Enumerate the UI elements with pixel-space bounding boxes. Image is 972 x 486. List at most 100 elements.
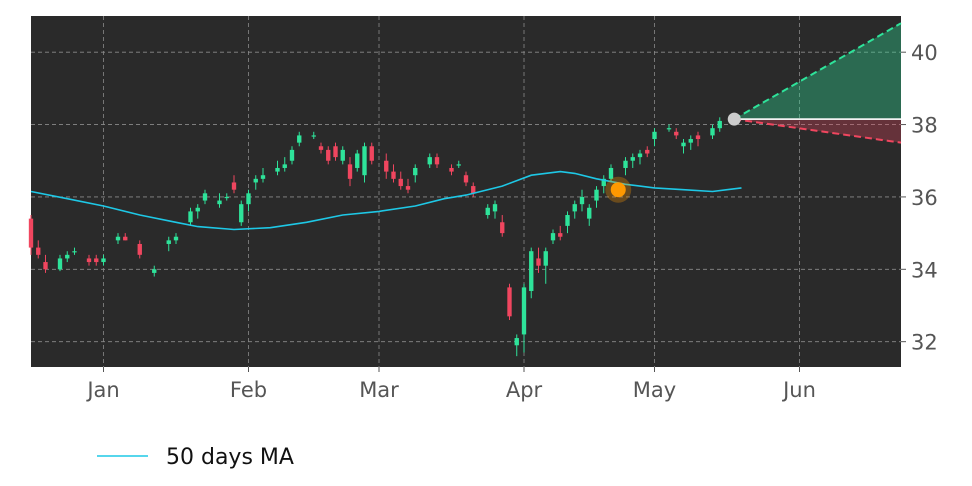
candle (224, 193, 229, 201)
candle-body (239, 204, 244, 223)
candle-body (188, 211, 193, 223)
candle (152, 265, 157, 277)
candle (485, 204, 490, 219)
candle-body (217, 200, 222, 205)
candle (637, 149, 643, 165)
candle-body (674, 131, 679, 136)
y-tick-label: 36 (911, 186, 938, 210)
x-tick-label: Mar (359, 378, 399, 402)
candle (608, 164, 614, 183)
candle-body (362, 146, 367, 176)
candle-body (652, 131, 657, 140)
candle (123, 233, 128, 241)
candle (558, 225, 563, 241)
candle (217, 193, 222, 208)
candle-body (710, 128, 715, 136)
candle-body (529, 251, 534, 292)
candle (492, 200, 498, 219)
candle-body (384, 160, 389, 172)
candle (362, 142, 367, 183)
candle-body (558, 233, 563, 237)
candle (166, 236, 171, 252)
ma-50-line (30, 170, 742, 231)
candle (405, 178, 411, 194)
y-tick-label: 34 (911, 258, 938, 282)
candle (311, 131, 316, 140)
candle (579, 189, 585, 212)
candle (57, 254, 63, 272)
candle (36, 240, 41, 259)
candle (297, 131, 302, 147)
y-tick-label: 32 (911, 331, 938, 355)
y-tick-label: 38 (911, 114, 938, 138)
candle-body (137, 243, 142, 255)
candle (601, 175, 606, 194)
x-axis-ticks: Jan Feb Mar Apr May Jun (85, 367, 816, 402)
candle (318, 142, 324, 154)
candle (72, 247, 77, 255)
y-tick-label: 40 (911, 41, 938, 65)
candle (652, 128, 657, 147)
candle-body (550, 233, 556, 241)
candle-body (289, 149, 295, 161)
candle (253, 175, 258, 190)
candle (536, 247, 541, 273)
candle-body (369, 146, 374, 161)
candle-body (587, 207, 592, 219)
candle-body (333, 146, 338, 158)
candle-body (282, 164, 287, 168)
candle-body (536, 258, 541, 266)
candle (43, 254, 48, 273)
candle (500, 215, 505, 237)
candle-body (666, 128, 672, 130)
candle-body (260, 175, 266, 179)
candle (645, 146, 650, 158)
candle-body (630, 157, 635, 161)
candle-body (688, 139, 693, 143)
candle-body (645, 149, 650, 154)
candle-body (492, 204, 498, 212)
candle (101, 254, 106, 266)
candle-body (166, 240, 171, 244)
candle-body (681, 142, 686, 147)
candle-body (413, 167, 418, 176)
candle-body (340, 149, 345, 161)
candle (115, 233, 121, 244)
candle-body (398, 178, 403, 187)
candle (94, 254, 99, 266)
candle (347, 157, 353, 187)
candle-body (594, 189, 599, 201)
candle (398, 171, 403, 190)
candle-body (427, 157, 432, 165)
candle (333, 142, 338, 161)
candle-body (43, 262, 48, 270)
candle (710, 124, 715, 140)
candle (260, 167, 266, 183)
legend-label-ma: 50 days MA (166, 445, 294, 470)
candle (529, 247, 534, 299)
candle (246, 189, 251, 212)
candle-body (565, 215, 570, 226)
candle-body (391, 171, 396, 179)
x-tick-label: Apr (506, 378, 543, 402)
candle (369, 142, 374, 165)
candle (471, 182, 476, 197)
candle (695, 131, 701, 147)
candle (449, 164, 454, 176)
candle (543, 247, 548, 284)
candle-body (434, 157, 440, 165)
candle-body (449, 167, 454, 172)
candle-body (275, 167, 280, 172)
candle-body (195, 207, 200, 212)
candle (137, 240, 142, 259)
candle (275, 160, 280, 176)
candle (623, 157, 628, 176)
candle (572, 200, 577, 219)
candle (391, 164, 396, 183)
candle (173, 233, 179, 244)
candle-body (543, 251, 548, 266)
candle-body (297, 135, 302, 143)
candle-body (86, 258, 92, 263)
markers (605, 112, 741, 203)
